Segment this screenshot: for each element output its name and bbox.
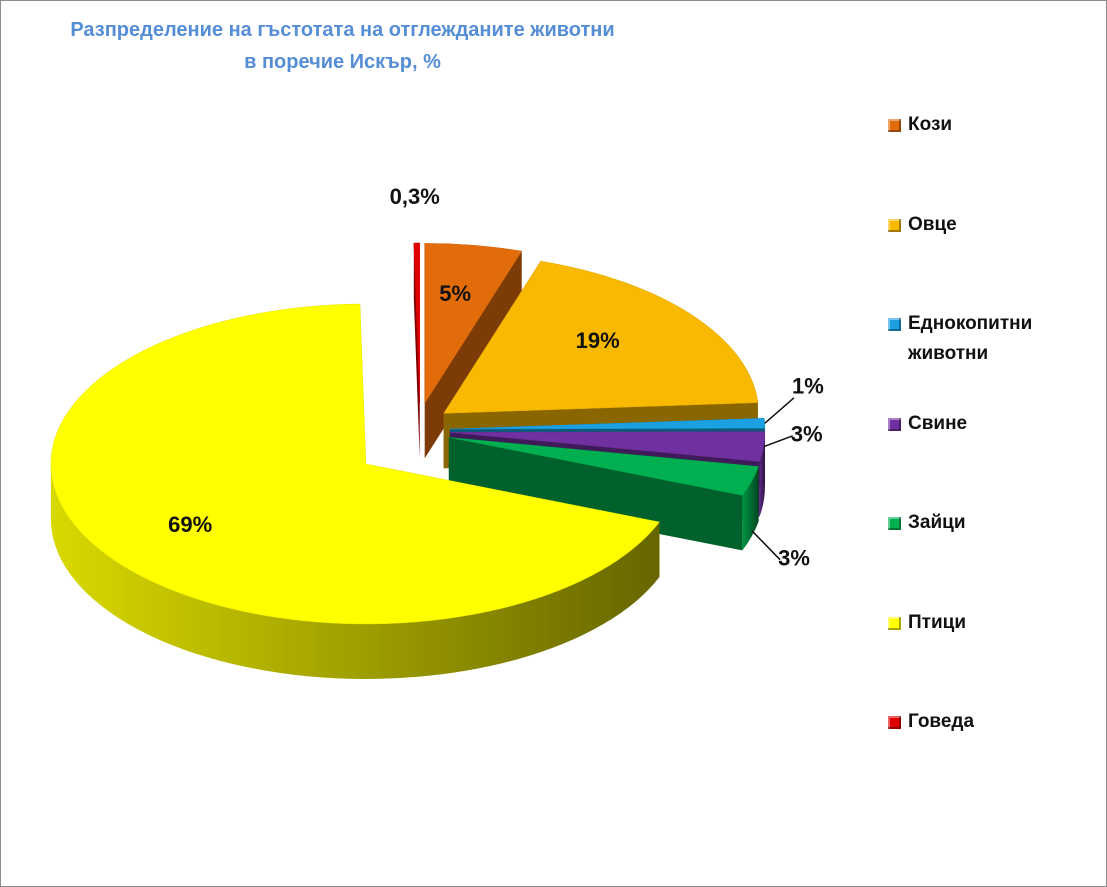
slice-side <box>50 463 660 679</box>
legend-item: Говеда <box>888 707 1098 737</box>
legend-item: Кози <box>888 110 1098 140</box>
legend-swatch <box>888 318 901 331</box>
legend-item: Птици <box>888 608 1098 638</box>
data-label: 3% <box>791 422 823 447</box>
legend-swatch <box>888 616 901 630</box>
slice-wall <box>448 437 743 551</box>
slice-side <box>742 466 759 551</box>
pie-slice <box>449 431 766 462</box>
pie-slice <box>50 303 660 625</box>
data-label: 1% <box>792 374 824 399</box>
legend-item: Зайци <box>888 508 1098 538</box>
data-label: 19% <box>576 328 620 353</box>
legend-swatch <box>888 218 901 232</box>
data-label: 0,3% <box>390 184 440 209</box>
data-label: 3% <box>778 545 810 570</box>
legend-label: Свине <box>908 412 968 434</box>
title-line: Разпределение на гъстотата на отглеждани… <box>70 19 615 41</box>
legend-label: Говеда <box>908 711 975 732</box>
title-line: в поречие Искър, % <box>244 51 441 73</box>
pie-slice <box>413 242 420 404</box>
slice-wall <box>413 243 420 459</box>
legend-item: Еднокопитни животни <box>888 309 1098 369</box>
leader-line <box>763 435 793 448</box>
chart-title: Разпределение на гъстотата на отглеждани… <box>10 14 675 78</box>
legend-label: Овце <box>908 213 957 235</box>
legend-swatch <box>888 716 901 729</box>
pie-slice <box>424 243 523 405</box>
data-label: 5% <box>439 281 471 306</box>
legend-item: Свине <box>888 409 1098 439</box>
legend-label: Птици <box>908 611 967 633</box>
legend-item: Овце <box>888 210 1098 240</box>
legend-label: Кози <box>908 114 953 135</box>
legend-swatch <box>888 119 901 132</box>
leader-line <box>764 397 795 424</box>
legend-label: Еднокопитни животни <box>908 313 1033 364</box>
leader-line <box>751 530 781 561</box>
data-label: 69% <box>168 512 212 537</box>
pie-slice <box>443 260 759 414</box>
pie-slice <box>448 437 759 496</box>
slice-side <box>759 432 765 517</box>
legend-swatch <box>888 517 901 530</box>
legend-label: Зайци <box>908 512 966 533</box>
legend-swatch <box>888 417 901 431</box>
